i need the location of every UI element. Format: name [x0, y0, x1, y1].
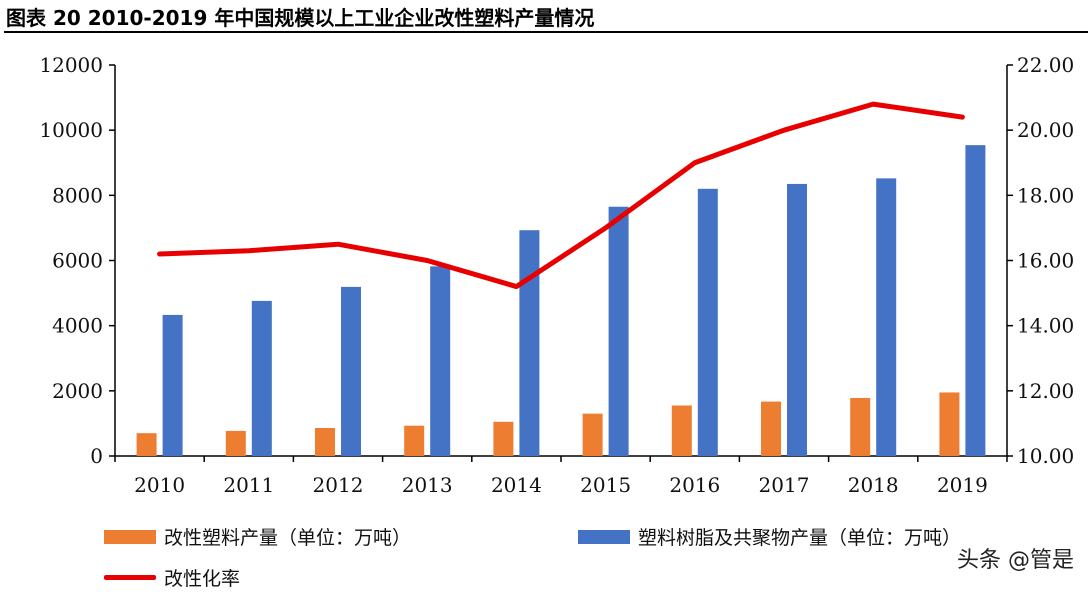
legend-swatch-orange: [104, 529, 156, 544]
x-tick-label: 2017: [759, 473, 810, 497]
bar-resin-production: [787, 183, 807, 456]
bar-resin-production: [965, 145, 986, 456]
left-tick-label: 6000: [52, 249, 103, 273]
bar-resin-production: [697, 188, 718, 457]
bar-resin-production: [430, 266, 451, 456]
legend-swatch-red-line: [104, 575, 156, 580]
right-tick-label: 14.00: [1017, 314, 1074, 338]
legend-label: 塑料树脂及共聚物产量（单位：万吨）: [638, 527, 962, 549]
bar-modified-plastics: [404, 425, 425, 456]
bar-modified-plastics: [315, 427, 335, 456]
left-tick-label: 2000: [52, 379, 103, 403]
x-tick-label: 2018: [848, 473, 899, 497]
right-tick-label: 16.00: [1017, 249, 1074, 273]
legend-item-resin-production: 塑料树脂及共聚物产量（单位：万吨）: [578, 523, 961, 550]
bar-modified-plastics: [761, 401, 781, 456]
left-tick-label: 10000: [39, 118, 103, 142]
bar-modified-plastics: [136, 433, 157, 456]
bar-modified-plastics: [493, 421, 514, 456]
x-tick-label: 2012: [313, 473, 364, 497]
right-tick-label: 20.00: [1017, 118, 1074, 142]
right-tick-label: 10.00: [1017, 444, 1074, 468]
title-divider: [4, 31, 1088, 33]
bar-modified-plastics: [939, 392, 960, 456]
legend-swatch-blue: [578, 529, 630, 544]
bar-resin-production: [608, 206, 629, 456]
left-tick-label: 8000: [52, 183, 103, 207]
bar-modified-plastics: [582, 413, 603, 456]
bar-modified-plastics: [850, 398, 871, 456]
right-tick-label: 18.00: [1017, 183, 1074, 207]
bar-resin-production: [519, 230, 540, 456]
bar-modified-plastics: [671, 405, 692, 456]
bar-resin-production: [251, 300, 272, 456]
x-tick-label: 2019: [937, 473, 988, 497]
watermark: 头条 @管是: [957, 548, 1074, 573]
bar-modified-plastics: [225, 430, 246, 456]
left-tick-label: 0: [90, 444, 103, 468]
line-modification-rate: [157, 101, 965, 290]
bar-resin-production: [341, 286, 361, 456]
legend-item-modification-rate: 改性化率: [104, 564, 240, 591]
legend-label: 改性塑料产量（单位：万吨）: [164, 527, 412, 549]
right-tick-label: 22.00: [1017, 53, 1074, 77]
bar-resin-production: [876, 178, 897, 456]
x-tick-label: 2014: [491, 473, 542, 497]
bar-resin-production: [162, 314, 183, 456]
left-tick-label: 4000: [52, 314, 103, 338]
x-tick-label: 2013: [402, 473, 453, 497]
x-tick-label: 2011: [223, 473, 274, 497]
x-tick-label: 2016: [669, 473, 720, 497]
chart-title: 图表 20 2010-2019 年中国规模以上工业企业改性塑料产量情况: [6, 6, 595, 30]
left-tick-label: 12000: [39, 53, 103, 77]
legend-item-modified-plastics: 改性塑料产量（单位：万吨）: [104, 523, 411, 550]
legend-label: 改性化率: [164, 568, 241, 590]
right-tick-label: 12.00: [1017, 379, 1074, 403]
x-tick-label: 2015: [580, 473, 631, 497]
x-tick-label: 2010: [134, 473, 185, 497]
